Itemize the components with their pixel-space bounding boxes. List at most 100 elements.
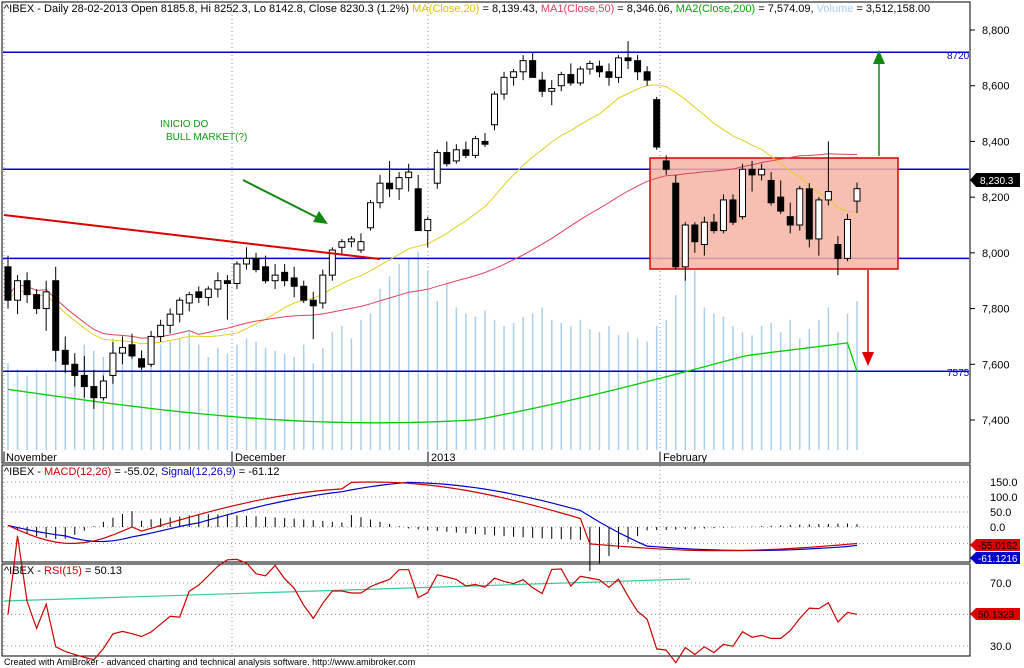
candle-body (615, 57, 623, 78)
signal-tag: -61.1216 (970, 552, 1020, 565)
candle-body (61, 349, 69, 365)
candle-body (567, 74, 575, 84)
candle-body (843, 218, 851, 259)
macd-header-sep: - (34, 466, 44, 478)
candle-body (395, 177, 403, 190)
candle-body (14, 280, 22, 301)
candle-body (510, 71, 518, 78)
macd-header: ^IBEX - MACD(12,26) = -55.02, Signal(12,… (4, 466, 279, 478)
candle-body (176, 299, 184, 315)
ma20-label: MA(Close,20) (412, 3, 479, 15)
candle-body (548, 88, 556, 92)
signal-line (7, 481, 858, 552)
rsi-header-symbol: ^IBEX (4, 565, 35, 577)
signal-value: = -61.12 (236, 466, 280, 478)
candle (777, 180, 785, 214)
candle-body (33, 294, 41, 310)
candle (424, 216, 432, 248)
candle-body (815, 199, 823, 240)
candle (719, 194, 727, 234)
candle-body (681, 224, 689, 268)
price-tag-text: 8,230.3 (980, 176, 1014, 187)
candle (462, 141, 470, 159)
volume-bars (7, 251, 858, 450)
candle-body (185, 294, 193, 304)
candle (529, 52, 537, 78)
price-tick-label: 8,200 (982, 192, 1010, 204)
price-tag: 8,230.3 (970, 173, 1020, 187)
rsi-header-sep: - (34, 565, 44, 577)
rsi-line (7, 535, 858, 664)
candle (834, 236, 842, 276)
price-header: ^IBEX - Daily 28-02-2013 Open 8185.8, Hi… (4, 3, 930, 15)
candle-body (233, 263, 241, 284)
x-label-2013: 2013 (431, 452, 455, 464)
candle (519, 55, 527, 81)
candle-body (71, 363, 79, 376)
candle-body (719, 199, 727, 232)
candle (567, 63, 575, 86)
ma50-value: = 8,346.06, (614, 3, 675, 15)
candle-body (281, 271, 289, 282)
candlesticks (4, 41, 861, 409)
macd-panel (1, 464, 971, 563)
x-axis: November December 2013 February (3, 452, 708, 464)
candle-body (519, 60, 527, 73)
macd-tag-text: -55.0162 (978, 541, 1018, 552)
inicio-annotation-line2: BULL MARKET(?) (166, 132, 247, 143)
signal-label: Signal(12,26,9) (161, 466, 236, 478)
ma200-label: MA2(Close,200) (676, 3, 755, 15)
candle (376, 174, 384, 209)
candle (595, 60, 603, 78)
candle (14, 275, 22, 315)
candle (386, 160, 394, 198)
candle (281, 264, 289, 287)
candle-body (42, 291, 50, 310)
candle (767, 172, 775, 206)
candle-body (319, 274, 327, 304)
candle (185, 291, 193, 312)
candle-body (443, 152, 451, 165)
candle (452, 144, 460, 164)
candle (815, 197, 823, 256)
candle (99, 375, 107, 401)
candle (796, 186, 804, 231)
candle (309, 291, 317, 340)
volume-value: = 3,512,158.00 (853, 3, 930, 15)
candle (681, 222, 689, 281)
candle-body (195, 291, 203, 298)
candle (290, 266, 298, 298)
candle (710, 213, 718, 234)
candle (739, 163, 747, 220)
rsi-tag-text: 50.1323 (978, 610, 1015, 621)
candle-body (4, 266, 12, 301)
candle (252, 252, 260, 273)
candle (510, 69, 518, 86)
rsi-value: = 50.13 (82, 565, 122, 577)
candle (500, 71, 508, 100)
level-label-8720: 8720 (947, 51, 970, 62)
candle-body (586, 62, 594, 70)
price-axis: 7,400 7,600 7,800 8,000 8,200 8,400 8,600 8,800 (970, 25, 1010, 427)
candle-body (23, 280, 31, 296)
candle (338, 238, 346, 256)
candle-body (538, 79, 546, 92)
candle (138, 350, 146, 370)
candle-body (653, 99, 661, 148)
candle (357, 233, 365, 253)
price-tick-label: 8,000 (982, 248, 1010, 260)
candle (405, 163, 413, 192)
green-arrow-line (242, 179, 319, 219)
price-header-symbol: ^IBEX (4, 3, 35, 15)
rsi-tick-label: 30.0 (990, 641, 1011, 653)
inicio-annotation-line1: INICIO DO (160, 119, 209, 130)
candle-body (80, 374, 88, 388)
candle (80, 355, 88, 398)
candle (758, 163, 766, 181)
candle-body (433, 152, 441, 184)
candle (538, 71, 546, 97)
ma50-label: MA1(Close,50) (541, 3, 614, 15)
candle-body (452, 149, 460, 162)
signal-tag-text: -61.1216 (978, 554, 1018, 565)
